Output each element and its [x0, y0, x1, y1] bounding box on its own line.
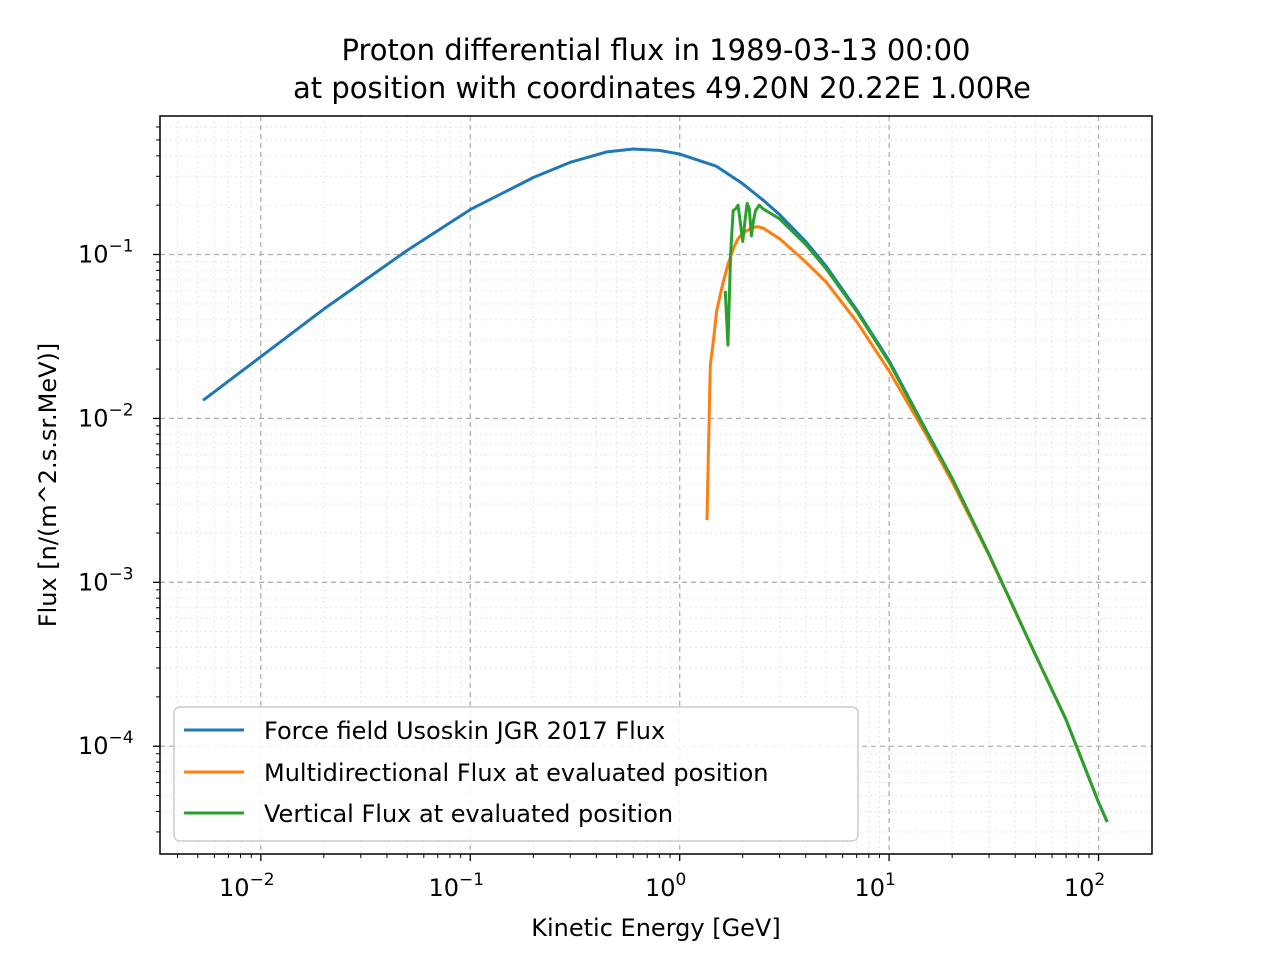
- y-tick-label: 10−2: [78, 400, 134, 432]
- x-tick-label: 10−1: [428, 870, 484, 902]
- axis-ticks: 10−2 10−1 100 101 102 10−4 10−3 10−2 10−1: [78, 126, 1105, 902]
- x-tick-label: 10−2: [219, 870, 275, 902]
- y-tick-label: 10−3: [78, 564, 134, 596]
- x-axis-label: Kinetic Energy [GeV]: [531, 914, 780, 942]
- legend-label-multidirectional: Multidirectional Flux at evaluated posit…: [264, 759, 768, 787]
- y-tick-label: 10−4: [78, 728, 134, 760]
- plot-frame: [159, 115, 1153, 855]
- y-tick-label: 10−1: [78, 237, 134, 269]
- x-tick-label: 100: [645, 870, 686, 902]
- vertical-flux-line: [723, 201, 1109, 823]
- legend-label-vertical: Vertical Flux at evaluated position: [264, 800, 673, 828]
- series-lines: [202, 147, 1109, 823]
- x-tick-label: 101: [854, 870, 895, 902]
- chart-title: Proton differential flux in 1989-03-13 0…: [342, 33, 971, 67]
- legend-label-force-field: Force field Usoskin JGR 2017 Flux: [264, 717, 665, 745]
- chart-subtitle: at position with coordinates 49.20N 20.2…: [293, 71, 1031, 105]
- y-axis-label: Flux [n/(m^2.s.sr.MeV)]: [34, 343, 62, 627]
- x-tick-label: 102: [1064, 870, 1105, 902]
- legend: Force field Usoskin JGR 2017 Flux Multid…: [173, 706, 859, 842]
- legend-box: [173, 706, 859, 842]
